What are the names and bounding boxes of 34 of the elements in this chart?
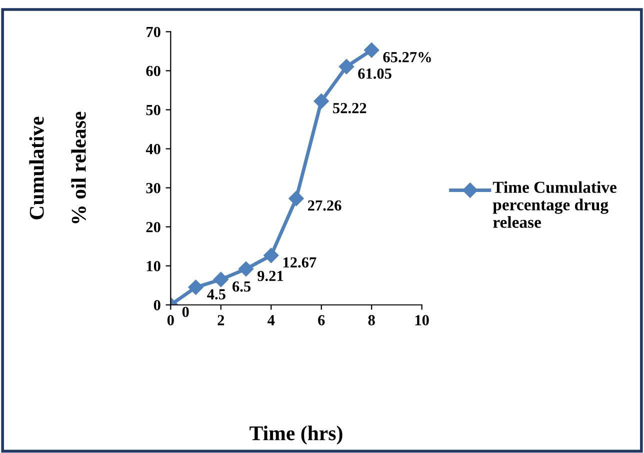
legend-label: Time Cumulative percentage drug release bbox=[492, 181, 616, 228]
x-tick-label: 0 bbox=[167, 315, 174, 326]
x-tick-label: 8 bbox=[368, 315, 375, 326]
data-label: 4.5 bbox=[207, 289, 226, 300]
x-tick-label: 6 bbox=[318, 315, 325, 326]
point bbox=[338, 59, 354, 74]
y-tick-label: 70 bbox=[146, 26, 160, 38]
data-label: 12.67 bbox=[283, 257, 316, 268]
data-label: 0 bbox=[182, 306, 189, 318]
point bbox=[238, 261, 254, 276]
x-tick-label: 2 bbox=[218, 315, 224, 326]
point bbox=[188, 280, 204, 295]
text: Cumulative % oil release bbox=[29, 112, 86, 224]
y-tick-label: 20 bbox=[146, 222, 160, 232]
data-label: 65.27% bbox=[383, 52, 431, 62]
y-tick-label: 60 bbox=[146, 66, 160, 76]
data-label: 6.5 bbox=[232, 281, 251, 292]
y-tick-label: 30 bbox=[146, 182, 160, 194]
x-tick-label: 10 bbox=[415, 315, 429, 326]
data-label: 61.05 bbox=[358, 68, 392, 79]
x-axis-title: Time (hrs) bbox=[250, 426, 342, 445]
data-label: 52.22 bbox=[333, 102, 366, 114]
point bbox=[288, 190, 304, 206]
data-label: 27.26 bbox=[308, 200, 342, 211]
point bbox=[364, 42, 380, 58]
point bbox=[314, 94, 329, 109]
y-tick-label: 0 bbox=[154, 300, 160, 310]
point bbox=[213, 272, 228, 288]
y-tick-label: 10 bbox=[146, 260, 160, 272]
data-label: 9.21 bbox=[258, 270, 284, 282]
x-tick-label: 4 bbox=[268, 315, 275, 326]
y-tick-label: 40 bbox=[146, 144, 160, 154]
y-tick-label: 50 bbox=[146, 104, 160, 116]
point bbox=[264, 248, 279, 263]
